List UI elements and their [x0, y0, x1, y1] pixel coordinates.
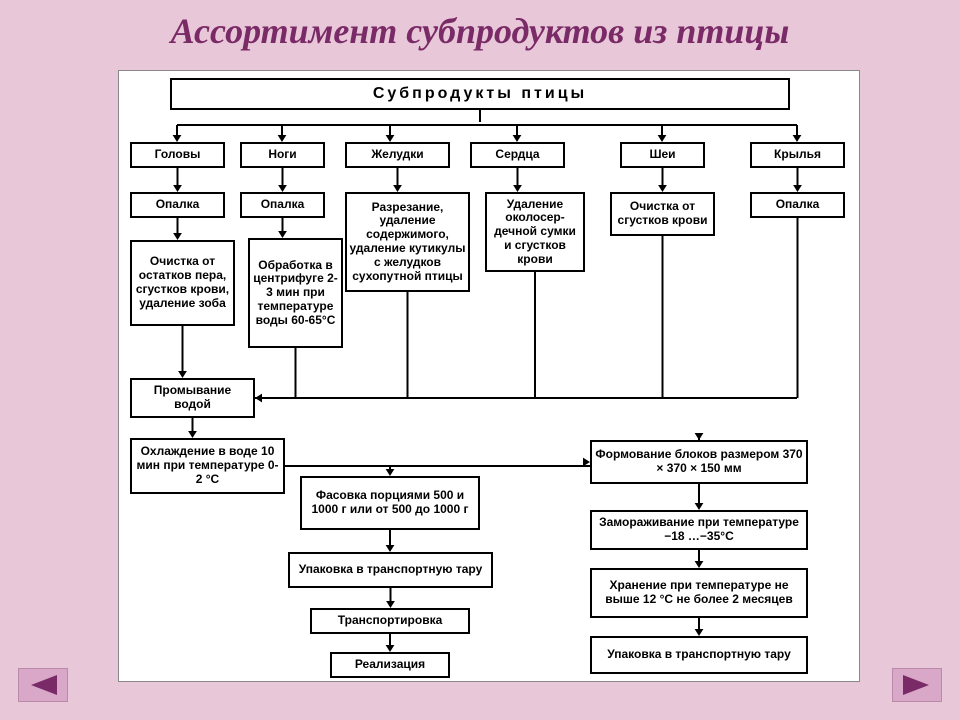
node-c3: Желудки — [345, 142, 450, 168]
node-q2: Обработка в центрифуге 2-3 мин при темпе… — [248, 238, 343, 348]
triangle-right-icon — [903, 675, 931, 695]
node-form: Формование блоков размером 370 × 370 × 1… — [590, 440, 808, 484]
node-p4: Удаление околосер-дечной сумки и сгустко… — [485, 192, 585, 272]
triangle-left-icon — [29, 675, 57, 695]
node-p6: Опалка — [750, 192, 845, 218]
node-root: Субпродукты птицы — [170, 78, 790, 110]
node-q1: Очистка от остатков пера, сгустков крови… — [130, 240, 235, 326]
node-upak2: Упаковка в транспортную тару — [590, 636, 808, 674]
node-pack: Фасовка порциями 500 и 1000 г или от 500… — [300, 476, 480, 530]
node-p1: Опалка — [130, 192, 225, 218]
next-button[interactable] — [892, 668, 942, 702]
node-trans: Транспортировка — [310, 608, 470, 634]
slide: Ассортимент субпродуктов из птицы Субпро… — [0, 0, 960, 720]
node-c6: Крылья — [750, 142, 845, 168]
node-c1: Головы — [130, 142, 225, 168]
node-c5: Шеи — [620, 142, 705, 168]
node-freeze: Замораживание при температуре −18 …−35°С — [590, 510, 808, 550]
slide-title: Ассортимент субпродуктов из птицы — [0, 10, 960, 52]
node-cool: Охлаждение в воде 10 мин при температуре… — [130, 438, 285, 494]
node-store: Хранение при температуре не выше 12 °С н… — [590, 568, 808, 618]
node-wash: Промывание водой — [130, 378, 255, 418]
node-p2: Опалка — [240, 192, 325, 218]
node-c2: Ноги — [240, 142, 325, 168]
prev-button[interactable] — [18, 668, 68, 702]
node-p3: Разрезание, удаление содержимого, удален… — [345, 192, 470, 292]
node-upak1: Упаковка в транспортную тару — [288, 552, 493, 588]
node-p5: Очистка от сгустков крови — [610, 192, 715, 236]
node-real: Реализация — [330, 652, 450, 678]
node-c4: Сердца — [470, 142, 565, 168]
